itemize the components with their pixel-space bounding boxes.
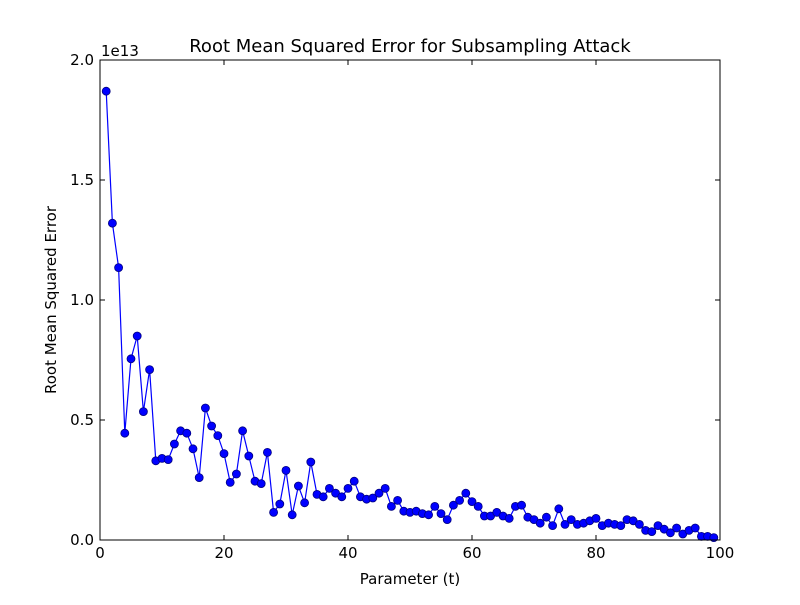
data-point [269,508,279,517]
data-point [163,455,173,465]
axis-ticks: 0 20 40 60 80 100 0.0 0.5 1.0 1.5 2.0 [70,51,734,562]
data-point [467,497,477,507]
data-point [287,510,297,520]
data-point [281,465,291,475]
data-point [542,512,551,522]
data-point [343,483,353,493]
data-point [256,479,266,489]
data-point [200,403,210,413]
data-point [380,483,390,493]
data-point [424,510,434,520]
data-point [213,431,223,441]
data-point [560,520,570,529]
y-tick-label: 0.0 [70,531,94,549]
data-point [169,439,179,449]
data-point [455,495,465,505]
data-point [368,493,378,503]
data-point [554,504,564,514]
data-point [126,354,136,364]
data-point [231,469,241,479]
y-tick-label: 1.5 [70,171,94,189]
data-point [566,515,576,524]
data-point [293,481,303,491]
data-point [473,501,483,511]
data-point [690,523,700,533]
data-point [145,365,155,375]
x-tick-label: 60 [462,544,481,562]
y-offset-label: 1e13 [101,42,139,60]
data-point [461,488,471,498]
plot-frame [99,59,721,541]
data-point [386,501,396,511]
data-point [262,447,272,457]
data-point [548,521,557,530]
data-point [448,500,458,510]
data-point [672,523,681,533]
data-point [442,515,452,524]
data-point [238,426,248,436]
x-tick-label: 0 [95,544,105,562]
chart-title: Root Mean Squared Error for Subsampling … [189,36,631,57]
y-axis-label: Root Mean Squared Error [42,205,60,394]
data-point [300,498,310,508]
data-point [114,263,123,273]
x-tick-label: 80 [586,544,605,562]
data-point [517,500,526,510]
data-point [207,421,217,431]
y-tick-label: 2.0 [70,51,94,69]
x-tick-label: 100 [706,544,735,562]
data-point [219,449,229,459]
data-point [225,477,235,487]
data-point [591,514,601,523]
data-point [635,520,644,529]
series-line-group [105,91,714,539]
data-point [138,407,148,417]
series-markers [101,86,719,542]
data-point [616,521,626,530]
data-point [194,473,204,483]
data-point [430,501,440,511]
data-point [374,488,384,498]
data-point [182,428,192,438]
data-point [647,527,657,536]
y-tick-label: 0.5 [70,411,94,429]
data-point [324,483,334,493]
data-point [101,86,111,96]
data-point [244,451,254,461]
x-tick-label: 40 [338,544,357,562]
y-tick-label: 1.0 [70,291,94,309]
data-point [393,495,403,505]
data-point [120,428,130,438]
data-point [188,444,198,454]
data-point [337,492,347,502]
x-tick-label: 20 [214,544,233,562]
data-point [108,218,117,228]
data-point [436,509,446,518]
x-axis-label: Parameter (t) [360,570,460,588]
series-line [105,91,714,539]
data-point [504,514,514,523]
data-point [306,457,316,467]
data-point [349,476,359,486]
data-point [318,492,328,502]
data-point [132,331,142,341]
data-point [666,528,675,538]
data-point [275,499,285,509]
data-point [535,518,545,528]
